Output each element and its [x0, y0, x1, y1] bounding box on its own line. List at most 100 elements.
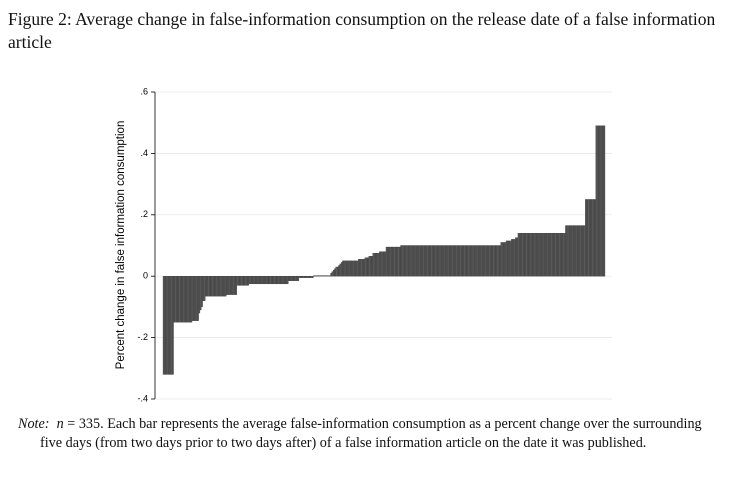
bar — [300, 276, 302, 278]
bar — [280, 276, 282, 285]
bar — [562, 233, 565, 277]
bar — [358, 259, 360, 277]
bar — [495, 245, 497, 277]
bar — [166, 276, 169, 375]
bar — [544, 233, 546, 277]
bar — [364, 257, 367, 277]
bar — [447, 245, 450, 277]
bar — [385, 246, 388, 277]
bar — [487, 245, 490, 277]
bar — [509, 240, 512, 277]
bar — [216, 276, 219, 297]
bar — [377, 253, 380, 277]
bar — [257, 276, 260, 285]
bar — [549, 233, 552, 277]
bar — [483, 245, 486, 277]
bar — [393, 246, 396, 277]
bar — [534, 233, 537, 277]
bar — [395, 246, 397, 277]
bar — [521, 233, 524, 277]
bar — [289, 276, 292, 281]
bar — [445, 245, 447, 277]
bar — [350, 260, 352, 277]
bar — [488, 245, 491, 277]
bar — [274, 276, 277, 285]
bar — [598, 125, 600, 277]
bar — [599, 125, 602, 277]
bar — [413, 245, 416, 277]
bar — [512, 239, 515, 277]
bar — [524, 233, 526, 277]
bar — [516, 237, 519, 277]
bar — [517, 233, 520, 277]
bar — [182, 276, 185, 323]
bar — [334, 268, 336, 277]
bar — [426, 245, 429, 277]
bar — [201, 276, 203, 308]
bar — [482, 245, 484, 277]
bar — [492, 245, 495, 277]
bar — [177, 276, 179, 323]
bar — [553, 233, 556, 277]
bar — [505, 240, 508, 277]
bar — [484, 245, 487, 277]
bar — [282, 276, 285, 285]
bar — [558, 233, 561, 277]
bar — [443, 245, 446, 277]
bar — [561, 233, 563, 277]
bar — [284, 276, 286, 285]
bar — [545, 233, 548, 277]
bar — [238, 276, 240, 286]
note-n: n — [56, 416, 64, 432]
note-text: = 335. Each bar represents the average f… — [40, 416, 702, 451]
bar — [330, 272, 333, 277]
bar — [525, 233, 528, 277]
bar — [520, 233, 523, 277]
bar — [242, 276, 244, 286]
bar — [425, 245, 428, 277]
bar — [468, 245, 471, 277]
bar — [596, 125, 599, 277]
bar — [494, 245, 496, 277]
bar — [338, 265, 340, 277]
bar — [511, 239, 513, 277]
bar — [519, 233, 521, 277]
bar — [422, 245, 425, 277]
bar — [603, 125, 606, 277]
bar — [267, 276, 269, 285]
bar — [578, 225, 581, 277]
bar — [402, 245, 405, 277]
bar — [565, 225, 567, 277]
bar — [224, 276, 227, 297]
bar — [205, 276, 207, 297]
bar — [540, 233, 542, 277]
bar — [189, 276, 191, 323]
bar — [373, 253, 376, 277]
bar — [363, 259, 366, 277]
bar — [586, 199, 588, 277]
bar — [405, 245, 408, 277]
bar — [384, 251, 387, 277]
bar — [499, 245, 501, 277]
bar — [389, 246, 392, 277]
bar — [185, 276, 187, 323]
bar — [170, 276, 173, 375]
bar — [383, 251, 385, 277]
bar — [497, 245, 500, 277]
bar — [504, 242, 507, 277]
bar — [451, 245, 454, 277]
bar — [548, 233, 550, 277]
bar — [255, 276, 257, 285]
bar — [592, 199, 595, 277]
bar — [329, 275, 331, 277]
y-tick-label: -.4 — [137, 393, 148, 403]
bar — [297, 276, 300, 281]
bar — [193, 276, 195, 321]
bar — [400, 245, 402, 277]
bar — [475, 245, 478, 277]
bar — [253, 276, 256, 285]
bar — [268, 276, 271, 285]
bar — [480, 245, 483, 277]
bar — [302, 276, 305, 278]
bar — [187, 276, 190, 323]
